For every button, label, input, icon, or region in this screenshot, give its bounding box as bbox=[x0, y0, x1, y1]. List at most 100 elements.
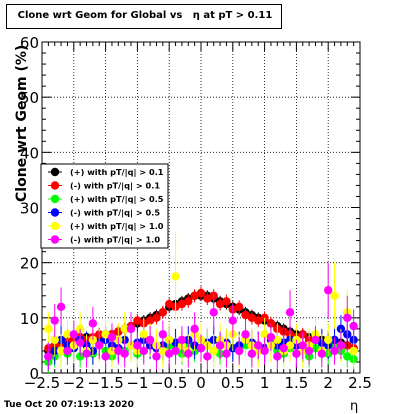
data-point bbox=[343, 352, 352, 361]
data-point bbox=[101, 352, 110, 361]
data-point bbox=[145, 335, 155, 345]
x-tick-label: 0 bbox=[196, 374, 206, 392]
data-point bbox=[139, 346, 148, 356]
data-point bbox=[139, 330, 148, 339]
data-point bbox=[285, 308, 295, 317]
data-point bbox=[241, 330, 250, 339]
data-point bbox=[165, 299, 174, 309]
data-point bbox=[247, 313, 257, 323]
data-point bbox=[324, 335, 333, 345]
data-point bbox=[254, 341, 263, 350]
data-point bbox=[133, 341, 142, 350]
x-tick-label: −0.5 bbox=[151, 374, 187, 392]
data-point bbox=[63, 346, 72, 356]
data-point bbox=[292, 335, 301, 345]
legend-box bbox=[40, 163, 169, 249]
data-point bbox=[273, 352, 282, 361]
data-point bbox=[133, 316, 142, 325]
data-point bbox=[324, 286, 333, 295]
data-point bbox=[184, 349, 193, 358]
data-point bbox=[158, 330, 168, 339]
data-point bbox=[171, 346, 180, 356]
data-point bbox=[349, 321, 358, 331]
data-point bbox=[203, 352, 212, 361]
y-tick-label: 10 bbox=[20, 310, 39, 328]
data-point bbox=[330, 346, 339, 356]
data-point bbox=[234, 302, 244, 311]
data-point bbox=[279, 343, 288, 353]
x-tick-label: 1.5 bbox=[284, 374, 308, 392]
data-point bbox=[241, 310, 250, 320]
data-point bbox=[184, 297, 193, 306]
data-point bbox=[266, 332, 276, 342]
y-tick-label: 40 bbox=[20, 144, 39, 162]
x-tick-label: 2.5 bbox=[348, 374, 372, 392]
data-point bbox=[177, 299, 187, 309]
legend-entry-label: (-) with pT/|q| > 1.0 bbox=[70, 235, 160, 245]
data-point bbox=[209, 308, 218, 317]
data-point bbox=[196, 288, 206, 298]
data-point bbox=[266, 319, 276, 328]
data-point bbox=[336, 341, 346, 350]
data-point bbox=[114, 346, 123, 356]
data-point bbox=[152, 313, 161, 323]
data-point bbox=[171, 272, 180, 281]
chart-title-box: Clone wrt Geom for Global vs η at pT > 0… bbox=[6, 4, 282, 29]
x-tick-label: −1.5 bbox=[87, 374, 123, 392]
data-point bbox=[101, 330, 110, 339]
y-tick-label: 20 bbox=[20, 255, 39, 273]
data-point bbox=[209, 346, 218, 356]
timestamp-label: Tue Oct 20 07:19:13 2020 bbox=[4, 400, 134, 410]
data-point bbox=[196, 343, 206, 353]
data-point bbox=[75, 324, 85, 334]
data-point bbox=[298, 341, 307, 350]
data-point bbox=[222, 297, 231, 306]
data-point bbox=[292, 349, 301, 358]
data-point bbox=[203, 294, 212, 303]
data-point bbox=[63, 330, 72, 339]
data-point bbox=[69, 330, 79, 339]
y-tick-label: 60 bbox=[20, 34, 39, 52]
data-point bbox=[88, 319, 98, 328]
x-tick-label: 2 bbox=[323, 374, 333, 392]
data-point bbox=[158, 308, 168, 317]
data-point bbox=[343, 313, 352, 323]
x-tick-label: 0.5 bbox=[221, 374, 245, 392]
data-point bbox=[107, 332, 117, 342]
y-tick-label: 50 bbox=[20, 89, 39, 107]
data-point bbox=[82, 349, 91, 358]
data-point bbox=[228, 316, 237, 325]
data-point bbox=[56, 302, 66, 311]
data-point bbox=[215, 341, 225, 350]
data-point bbox=[260, 346, 269, 356]
data-point bbox=[234, 346, 244, 356]
legend-entry-label: (+) with pT/|q| > 1.0 bbox=[70, 221, 164, 231]
y-axis-label: Clone wrt Geom (%) bbox=[14, 44, 30, 202]
series-5 bbox=[44, 262, 358, 371]
data-point bbox=[177, 335, 187, 345]
data-point bbox=[50, 335, 59, 345]
data-point bbox=[336, 324, 346, 334]
x-tick-label: −1 bbox=[126, 374, 148, 392]
x-tick-label: 1 bbox=[260, 374, 270, 392]
data-point bbox=[260, 330, 269, 339]
data-point bbox=[285, 341, 295, 350]
data-point bbox=[273, 335, 282, 345]
data-point bbox=[95, 341, 104, 350]
data-point bbox=[254, 316, 263, 325]
x-axis-label: η bbox=[350, 399, 359, 414]
data-point bbox=[330, 291, 339, 300]
data-point bbox=[75, 338, 85, 347]
legend-entry-label: (-) with pT/|q| > 0.5 bbox=[70, 208, 160, 218]
chart-title: Clone wrt Geom for Global vs η at pT > 0… bbox=[17, 10, 273, 21]
data-point bbox=[215, 299, 225, 309]
data-point bbox=[126, 324, 136, 334]
x-tick-label: −2 bbox=[63, 374, 85, 392]
data-point bbox=[349, 346, 358, 356]
data-point bbox=[158, 346, 168, 356]
y-tick-label: 30 bbox=[20, 200, 39, 218]
data-point bbox=[165, 335, 174, 345]
y-tick-label: 0 bbox=[29, 365, 39, 383]
legend-entry-label: (-) with pT/|q| > 0.1 bbox=[70, 181, 160, 191]
